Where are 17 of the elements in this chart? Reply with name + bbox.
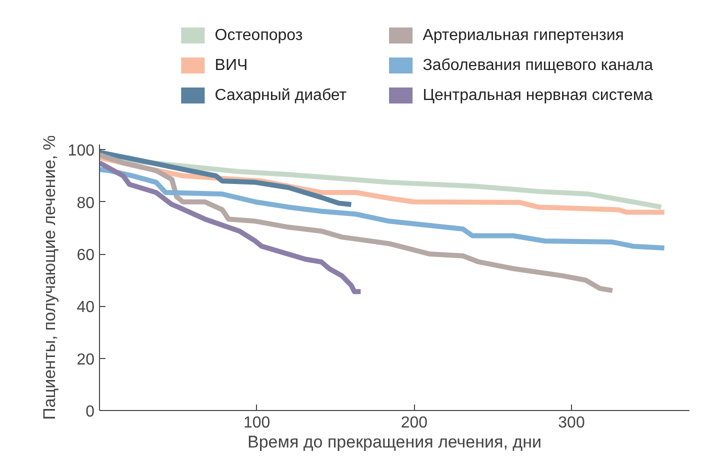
y-axis-title: Пациенты, получающие лечение, % — [40, 135, 59, 420]
x-axis-title: Время до прекращения лечения, дни — [248, 432, 542, 452]
x-tick-label: 300 — [558, 414, 585, 432]
x-tick-label: 100 — [243, 414, 270, 432]
legend-label: ВИЧ — [214, 57, 248, 74]
legend-label: Артериальная гипертензия — [422, 27, 624, 44]
legend-label: Сахарный диабет — [214, 87, 348, 104]
x-tick-label: 200 — [400, 414, 428, 432]
y-tick-label: 20 — [76, 351, 95, 368]
y-tick-label: 80 — [76, 194, 95, 212]
legend-label: Центральная нервная система — [422, 87, 653, 104]
y-tick-label: 60 — [76, 247, 95, 264]
y-tick-label: 40 — [76, 299, 95, 316]
legend-label: Заболевания пищевого канала — [422, 57, 654, 74]
legend-label: Остеопороз — [214, 27, 303, 44]
y-tick-label: 100 — [68, 142, 95, 160]
y-tick-label: 0 — [86, 404, 95, 420]
